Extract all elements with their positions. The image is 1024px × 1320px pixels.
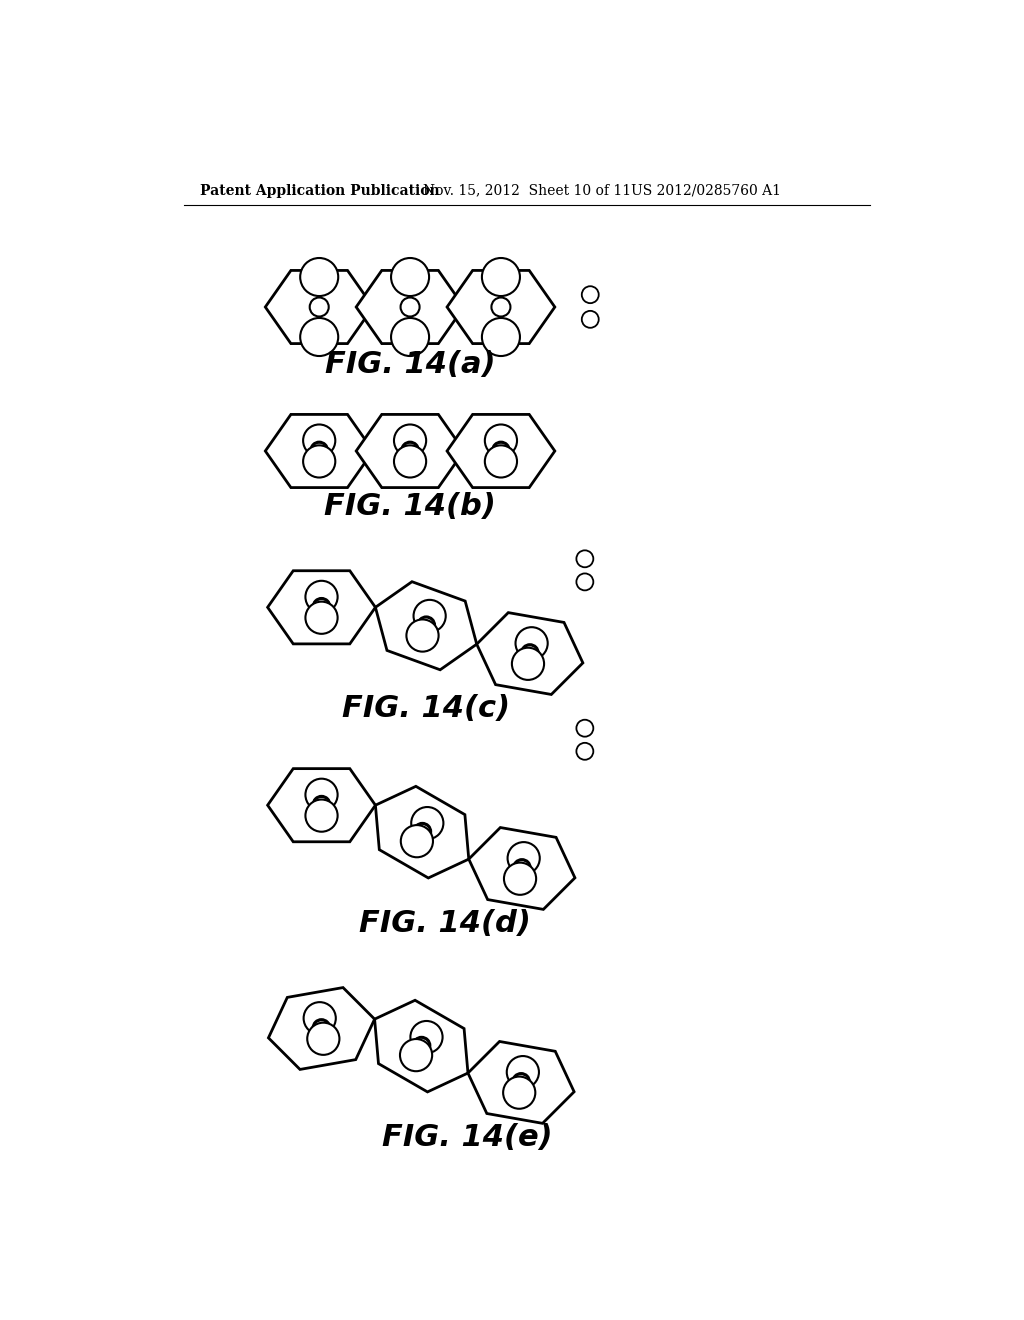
Circle shape (484, 425, 517, 457)
Circle shape (391, 257, 429, 296)
Circle shape (310, 442, 328, 459)
Text: Nov. 15, 2012  Sheet 10 of 11: Nov. 15, 2012 Sheet 10 of 11 (423, 183, 631, 198)
Text: FIG. 14(d): FIG. 14(d) (358, 909, 530, 939)
Polygon shape (356, 271, 464, 343)
Circle shape (577, 550, 593, 568)
Circle shape (413, 824, 431, 841)
Circle shape (508, 842, 540, 874)
Circle shape (582, 312, 599, 327)
Circle shape (400, 1039, 432, 1072)
Circle shape (577, 743, 593, 760)
Circle shape (512, 1074, 529, 1092)
Circle shape (513, 861, 530, 878)
Circle shape (412, 807, 443, 840)
Polygon shape (376, 582, 477, 669)
Polygon shape (356, 414, 464, 487)
Circle shape (418, 616, 435, 634)
Circle shape (521, 645, 539, 663)
Circle shape (503, 1077, 536, 1109)
Circle shape (305, 602, 338, 634)
Circle shape (309, 297, 329, 317)
Circle shape (484, 445, 517, 478)
Circle shape (300, 318, 338, 356)
Text: Patent Application Publication: Patent Application Publication (200, 183, 439, 198)
Circle shape (312, 797, 331, 814)
Circle shape (400, 825, 433, 857)
Circle shape (300, 257, 338, 296)
Text: FIG. 14(c): FIG. 14(c) (342, 694, 510, 723)
Text: FIG. 14(b): FIG. 14(b) (325, 492, 496, 521)
Circle shape (401, 442, 419, 459)
Polygon shape (267, 570, 376, 644)
Circle shape (307, 1023, 339, 1055)
Circle shape (305, 581, 338, 612)
Polygon shape (268, 987, 375, 1069)
Circle shape (515, 627, 548, 660)
Polygon shape (469, 828, 574, 909)
Circle shape (305, 779, 338, 810)
Circle shape (304, 1002, 336, 1035)
Text: US 2012/0285760 A1: US 2012/0285760 A1 (631, 183, 781, 198)
Circle shape (310, 442, 328, 461)
Circle shape (414, 822, 431, 841)
Circle shape (312, 598, 331, 615)
Circle shape (512, 648, 544, 680)
Text: FIG. 14(a): FIG. 14(a) (325, 350, 496, 379)
Circle shape (513, 859, 530, 876)
Circle shape (407, 619, 438, 652)
Polygon shape (468, 1041, 574, 1123)
Circle shape (413, 1038, 430, 1056)
Circle shape (482, 318, 520, 356)
Circle shape (312, 599, 331, 616)
Circle shape (492, 297, 510, 317)
Circle shape (303, 425, 335, 457)
Circle shape (521, 644, 539, 661)
Circle shape (303, 445, 335, 478)
Circle shape (312, 1019, 330, 1036)
Polygon shape (265, 414, 373, 487)
Circle shape (512, 1073, 529, 1090)
Circle shape (391, 318, 429, 356)
Circle shape (493, 442, 510, 461)
Polygon shape (376, 787, 469, 878)
Circle shape (313, 1020, 331, 1038)
Circle shape (582, 286, 599, 304)
Circle shape (394, 425, 426, 457)
Circle shape (312, 796, 331, 813)
Circle shape (411, 1020, 442, 1053)
Circle shape (394, 445, 426, 478)
Circle shape (305, 800, 338, 832)
Circle shape (401, 442, 419, 461)
Circle shape (417, 618, 434, 635)
Circle shape (482, 257, 520, 296)
Polygon shape (265, 271, 373, 343)
Circle shape (577, 573, 593, 590)
Circle shape (400, 297, 420, 317)
Circle shape (493, 442, 510, 459)
Polygon shape (267, 768, 376, 842)
Circle shape (577, 719, 593, 737)
Polygon shape (375, 1001, 468, 1092)
Circle shape (507, 1056, 539, 1088)
Circle shape (413, 1036, 430, 1055)
Polygon shape (447, 414, 555, 487)
Circle shape (414, 599, 445, 632)
Polygon shape (447, 271, 555, 343)
Circle shape (504, 863, 537, 895)
Text: FIG. 14(e): FIG. 14(e) (382, 1123, 553, 1152)
Polygon shape (477, 612, 583, 694)
